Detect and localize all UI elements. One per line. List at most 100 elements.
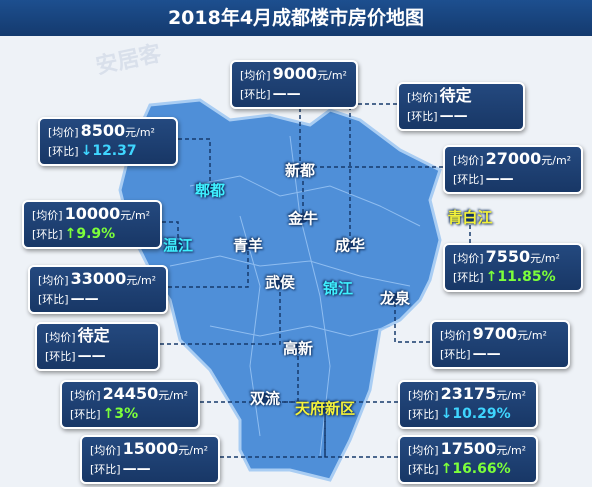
district-label: 天府新区: [294, 399, 356, 418]
price-box: [均价] 待定 [环比] ——: [397, 82, 525, 131]
unit: 元/m²: [496, 389, 527, 402]
unit: 元/m²: [178, 444, 209, 457]
price-value: 24450: [102, 384, 159, 403]
price-label: [均价]: [240, 69, 271, 82]
price-row: [均价] 待定: [407, 87, 515, 107]
price-label: [均价]: [453, 252, 484, 265]
change-label: [环比]: [440, 348, 471, 361]
district-label: 锦江: [322, 279, 354, 298]
price-box: [均价] 27000元/m² [环比] ——: [443, 145, 583, 194]
district-dot: [345, 240, 355, 250]
price-box: [均价] 23175元/m² [环比] ↓10.29%: [398, 380, 538, 429]
price-row: [均价] 15000元/m²: [90, 440, 210, 460]
change-row: [环比] ↑9.9%: [32, 225, 152, 244]
price-label: [均价]: [90, 444, 121, 457]
district-dot: [465, 212, 475, 222]
district-label: 郫都: [194, 181, 226, 200]
district-dot: [390, 293, 400, 303]
district-dot: [173, 240, 183, 250]
price-value: 23175: [440, 384, 497, 403]
price-value: 7550: [485, 247, 531, 266]
change-row: [环比] ↓10.29%: [408, 405, 528, 424]
district-label: 双流: [249, 389, 281, 408]
price-row: [均价] 8500元/m²: [48, 122, 168, 142]
change-row: [环比] ——: [90, 460, 210, 479]
change-value: ↑3%: [102, 406, 139, 422]
unit: 元/m²: [541, 154, 572, 167]
price-box: [均价] 15000元/m² [环比] ——: [80, 435, 220, 484]
district-label: 青白江: [447, 208, 493, 227]
change-value: ↓10.29%: [440, 406, 511, 422]
price-value: 33000: [70, 269, 127, 288]
change-label: [环比]: [48, 145, 79, 158]
price-box: [均价] 9700元/m² [环比] ——: [430, 320, 570, 369]
price-label: [均价]: [408, 389, 439, 402]
price-row: [均价] 17500元/m²: [408, 440, 528, 460]
price-row: [均价] 33000元/m²: [38, 270, 158, 290]
price-box: [均价] 24450元/m² [环比] ↑3%: [60, 380, 200, 429]
price-value: 10000: [64, 204, 121, 223]
change-value: ↓12.37: [80, 143, 137, 159]
region-border: [189, 175, 421, 227]
region-border: [289, 135, 331, 457]
leader-line: [162, 221, 179, 245]
change-row: [环比] ——: [38, 290, 158, 309]
leader-line: [160, 282, 281, 345]
change-value: ——: [70, 291, 99, 307]
price-value: 17500: [440, 439, 497, 458]
district-label: 高新: [282, 339, 314, 358]
change-row: [环比] ↓12.37: [48, 142, 168, 161]
change-row: [环比] ——: [440, 345, 560, 364]
change-value: ——: [77, 348, 106, 364]
district-dot: [243, 240, 253, 250]
price-value: 27000: [485, 149, 542, 168]
change-label: [环比]: [240, 88, 271, 101]
price-row: [均价] 10000元/m²: [32, 205, 152, 225]
unit: 元/m²: [158, 389, 189, 402]
price-box: [均价] 8500元/m² [环比] ↓12.37: [38, 117, 178, 166]
district-label: 新都: [284, 161, 316, 180]
region-border: [209, 325, 391, 337]
price-box: [均价] 待定 [环比] ——: [35, 322, 160, 371]
change-value: ↑9.9%: [64, 226, 116, 242]
region-border: [169, 255, 411, 287]
district-dot: [275, 277, 285, 287]
change-row: [环比] ——: [45, 347, 150, 366]
price-box: [均价] 9000元/m² [环比] ——: [230, 60, 358, 109]
change-row: [环比] ——: [240, 85, 348, 104]
price-row: [均价] 待定: [45, 327, 150, 347]
leader-line: [324, 408, 398, 458]
change-label: [环比]: [70, 408, 101, 421]
change-value: ——: [485, 171, 514, 187]
price-value: 待定: [439, 86, 472, 105]
unit: 元/m²: [317, 69, 347, 82]
change-label: [环比]: [38, 293, 69, 306]
district-label: 武侯: [264, 273, 296, 292]
change-value: ——: [272, 86, 301, 102]
price-row: [均价] 9000元/m²: [240, 65, 348, 85]
leader-line: [302, 166, 443, 218]
price-value: 9700: [472, 324, 518, 343]
change-value: ——: [122, 461, 151, 477]
price-label: [均价]: [407, 91, 438, 104]
unit: 元/m²: [120, 209, 151, 222]
price-label: [均价]: [38, 274, 69, 287]
price-row: [均价] 7550元/m²: [453, 248, 573, 268]
change-value: ↑16.66%: [440, 461, 511, 477]
district-label: 青羊: [232, 236, 264, 255]
price-value: 8500: [80, 121, 126, 140]
district-dot: [293, 343, 303, 353]
district-dot: [320, 403, 330, 413]
change-label: [环比]: [407, 110, 438, 123]
district-dot: [298, 213, 308, 223]
price-label: [均价]: [32, 209, 63, 222]
price-row: [均价] 23175元/m²: [408, 385, 528, 405]
change-row: [环比] ↑11.85%: [453, 268, 573, 287]
change-row: [环比] ↑3%: [70, 405, 190, 424]
price-box: [均价] 17500元/m² [环比] ↑16.66%: [398, 435, 538, 484]
change-label: [环比]: [45, 350, 76, 363]
price-label: [均价]: [440, 329, 471, 342]
district-label: 金牛: [287, 209, 319, 228]
change-label: [环比]: [453, 173, 484, 186]
